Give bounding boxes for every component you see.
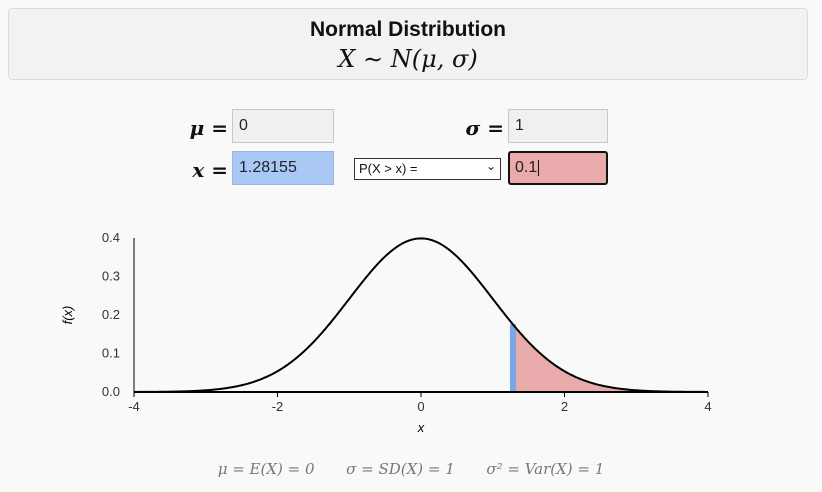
x-input[interactable]: 1.28155 — [232, 151, 334, 185]
mean-stat: μ = E(X) = 0 — [217, 460, 315, 478]
x-axis-label: x — [417, 420, 425, 435]
probability-type-value: P(X > x) = — [359, 161, 418, 176]
shaded-probability-area — [512, 324, 708, 392]
y-tick-label: 0.2 — [102, 307, 120, 322]
density-curve — [133, 237, 709, 393]
probability-type-select[interactable]: P(X > x) = ⌄ — [354, 158, 501, 180]
x-tick-label: 0 — [417, 399, 424, 414]
sigma-label: σ = — [465, 116, 504, 140]
summary-stats: μ = E(X) = 0 σ = SD(X) = 1 σ² = Var(X) =… — [0, 460, 822, 478]
chevron-down-icon: ⌄ — [485, 159, 496, 173]
sd-stat: σ = SD(X) = 1 — [346, 460, 455, 478]
y-tick-label: 0.3 — [102, 269, 120, 284]
x-tick-label: -4 — [128, 399, 140, 414]
y-tick-label: 0.0 — [102, 384, 120, 399]
y-tick-label: 0.1 — [102, 346, 120, 361]
mu-label: μ = — [189, 116, 228, 140]
mu-input[interactable]: 0 — [232, 109, 334, 143]
density-chart: -4 -2 0 2 4 0.0 0.1 0.2 0.3 0.4 x f(x) — [60, 230, 712, 435]
y-axis-label: f(x) — [60, 306, 75, 325]
text-cursor — [538, 159, 540, 176]
header-panel: Normal Distribution X ∼ N(μ, σ) — [8, 8, 808, 80]
x-tick-label: -2 — [272, 399, 284, 414]
x-tick-label: 4 — [704, 399, 711, 414]
y-tick-label: 0.4 — [102, 230, 120, 245]
sigma-input[interactable]: 1 — [508, 109, 608, 143]
x-tick-label: 2 — [561, 399, 568, 414]
probability-value: 0.1 — [515, 159, 538, 176]
probability-input[interactable]: 0.1 — [508, 151, 608, 185]
distribution-formula: X ∼ N(μ, σ) — [338, 45, 478, 73]
page-title: Normal Distribution — [309, 18, 506, 41]
variance-stat: σ² = Var(X) = 1 — [486, 460, 605, 478]
x-label: x = — [192, 158, 228, 182]
